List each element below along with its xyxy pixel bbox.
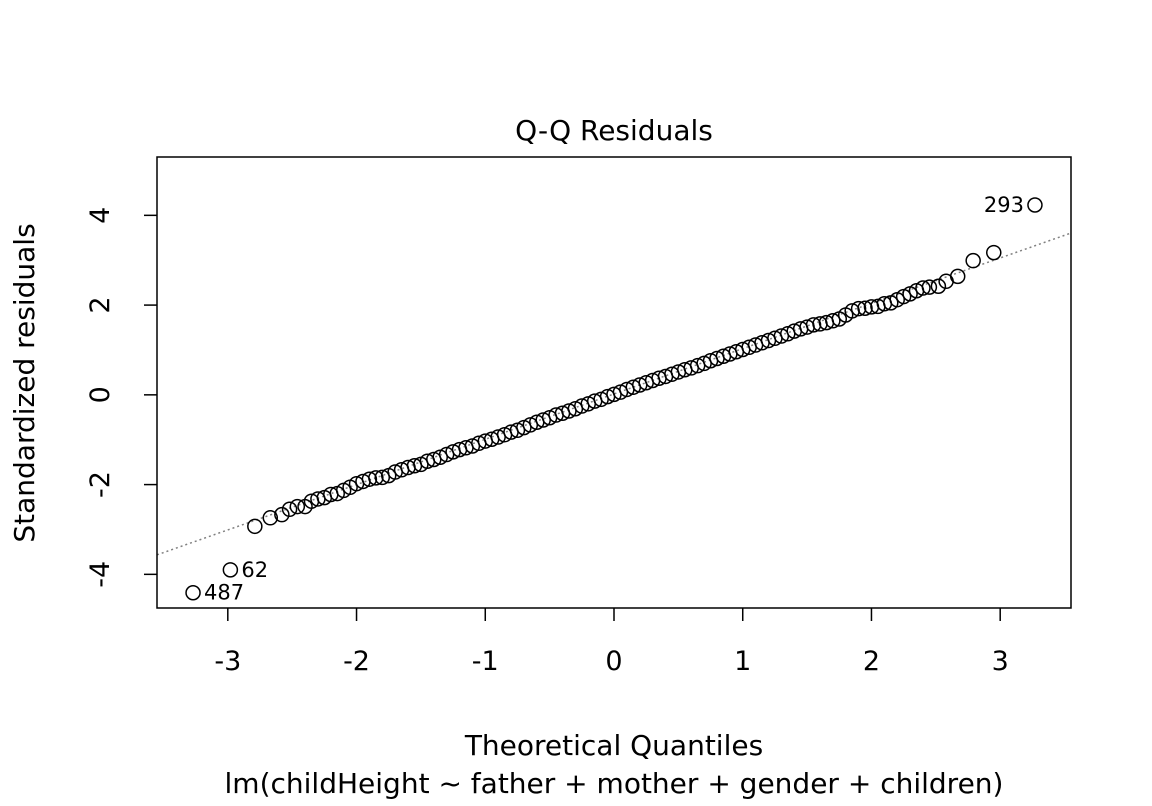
data-point xyxy=(374,469,391,486)
chart-subtitle: lm(childHeight ~ father + mother + gende… xyxy=(225,767,1004,800)
data-point xyxy=(986,244,1002,261)
data-point xyxy=(289,498,306,515)
data-point xyxy=(185,584,201,601)
y-tick-label: 4 xyxy=(85,207,116,224)
x-tick-label: 1 xyxy=(734,646,751,677)
data-point xyxy=(262,510,279,526)
axes-layer: -3 -2 -1 0 1 2 3 -4 -2 0 2 4 xyxy=(85,207,1009,677)
y-tick-label: 2 xyxy=(85,296,116,313)
data-point xyxy=(949,268,966,285)
data-point xyxy=(857,300,873,316)
x-tick-label: -1 xyxy=(472,646,499,677)
point-label: 62 xyxy=(241,558,268,582)
data-point xyxy=(825,313,841,329)
data-point xyxy=(281,501,298,518)
y-tick-label: -2 xyxy=(85,471,116,498)
data-point xyxy=(274,506,290,523)
data-point xyxy=(965,252,981,269)
y-axis-label: Standardized residuals xyxy=(8,223,41,542)
data-point xyxy=(915,280,931,296)
point-label: 487 xyxy=(204,581,244,605)
plot-frame xyxy=(156,156,1072,609)
y-tick-label: -4 xyxy=(85,561,116,588)
data-point xyxy=(247,518,263,535)
chart-title: Q-Q Residuals xyxy=(515,114,713,147)
x-tick-label: 3 xyxy=(992,646,1009,677)
y-tick-label: 0 xyxy=(85,386,116,403)
data-point xyxy=(222,562,239,578)
data-point xyxy=(930,278,947,294)
x-tick-label: -2 xyxy=(343,646,370,677)
x-axis-label: Theoretical Quantiles xyxy=(464,729,763,762)
data-point xyxy=(850,300,867,317)
data-point xyxy=(1027,197,1043,213)
points-layer xyxy=(185,197,1043,601)
x-tick-label: 2 xyxy=(863,646,880,677)
x-tick-label: -3 xyxy=(214,646,241,677)
x-tick-label: 0 xyxy=(605,646,622,677)
data-point xyxy=(921,279,938,295)
data-point xyxy=(361,471,378,487)
point-label: 293 xyxy=(984,193,1024,217)
